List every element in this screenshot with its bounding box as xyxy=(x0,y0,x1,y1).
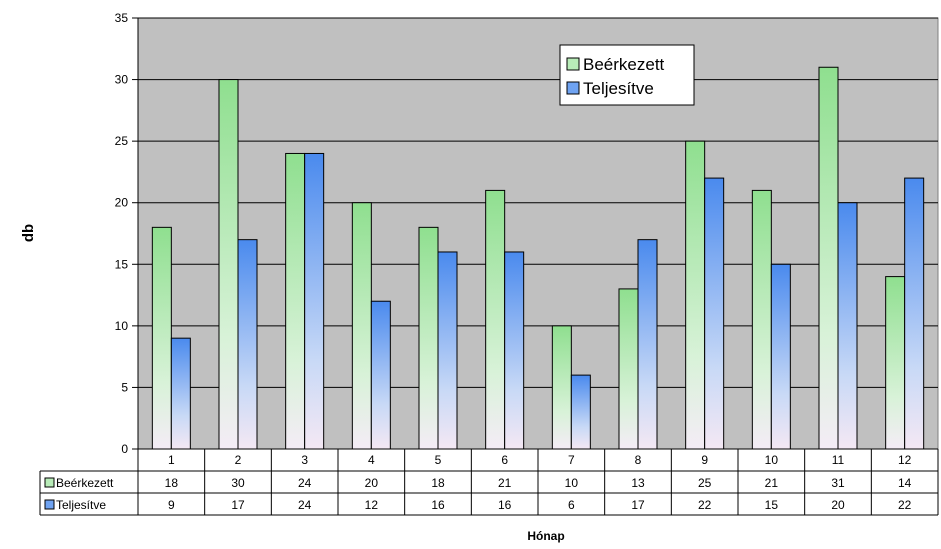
bar-beerkezett xyxy=(751,189,772,450)
y-tick-label: 25 xyxy=(115,134,129,148)
data-label: 22 xyxy=(898,498,912,512)
data-label: 17 xyxy=(231,498,245,512)
x-tick-label: 6 xyxy=(501,453,508,467)
bar-teljesitve xyxy=(304,152,325,450)
x-tick-label: 12 xyxy=(898,453,912,467)
bar-beerkezett xyxy=(151,226,172,450)
table-series-name: Beérkezett xyxy=(56,476,114,490)
x-tick-label: 4 xyxy=(368,453,375,467)
data-label: 12 xyxy=(365,498,379,512)
x-axis-label: Hónap xyxy=(527,529,564,543)
data-label: 20 xyxy=(831,498,845,512)
bar-beerkezett xyxy=(218,79,239,450)
data-label: 10 xyxy=(565,476,579,490)
y-tick-label: 10 xyxy=(115,319,129,333)
legend-key xyxy=(566,57,580,71)
bar-beerkezett xyxy=(885,276,906,450)
legend-label: Beérkezett xyxy=(583,55,665,74)
bar-beerkezett xyxy=(618,288,639,450)
bar-beerkezett xyxy=(685,140,706,450)
legend-key xyxy=(566,81,580,95)
x-tick-label: 2 xyxy=(235,453,242,467)
data-label: 15 xyxy=(765,498,779,512)
table-series-name: Teljesítve xyxy=(56,498,106,512)
bar-beerkezett xyxy=(818,66,839,450)
data-label: 16 xyxy=(431,498,445,512)
x-tick-label: 1 xyxy=(168,453,175,467)
bar-teljesitve xyxy=(170,337,191,450)
table-legend-key xyxy=(44,477,55,488)
y-tick-label: 30 xyxy=(115,73,129,87)
data-label: 21 xyxy=(498,476,512,490)
data-label: 25 xyxy=(698,476,712,490)
data-label: 9 xyxy=(168,498,175,512)
data-label: 17 xyxy=(631,498,645,512)
data-label: 13 xyxy=(631,476,645,490)
data-label: 18 xyxy=(431,476,445,490)
x-tick-label: 8 xyxy=(635,453,642,467)
bar-teljesitve xyxy=(504,251,525,450)
data-label: 6 xyxy=(568,498,575,512)
bar-beerkezett xyxy=(351,202,372,450)
y-tick-label: 15 xyxy=(115,257,129,271)
data-label: 20 xyxy=(365,476,379,490)
data-label: 14 xyxy=(898,476,912,490)
x-tick-label: 9 xyxy=(701,453,708,467)
y-tick-label: 5 xyxy=(121,380,128,394)
x-tick-label: 5 xyxy=(435,453,442,467)
bar-teljesitve xyxy=(437,251,458,450)
bar-teljesitve xyxy=(237,239,258,450)
data-label: 31 xyxy=(831,476,845,490)
bar-teljesitve xyxy=(837,202,858,450)
y-tick-label: 0 xyxy=(121,442,128,456)
legend xyxy=(559,44,695,106)
legend-label: Teljesítve xyxy=(583,79,654,98)
x-tick-label: 7 xyxy=(568,453,575,467)
bar-beerkezett xyxy=(285,152,306,450)
plot-area xyxy=(137,17,939,450)
bar-teljesitve xyxy=(570,374,591,450)
bar-teljesitve xyxy=(637,239,658,450)
x-tick-label: 3 xyxy=(301,453,308,467)
data-label: 24 xyxy=(298,476,312,490)
bar-beerkezett xyxy=(551,325,572,450)
data-label: 22 xyxy=(698,498,712,512)
y-axis-label: db xyxy=(20,224,37,242)
bar-beerkezett xyxy=(418,226,439,450)
y-tick-label: 35 xyxy=(115,11,129,25)
data-label: 18 xyxy=(165,476,179,490)
data-label: 16 xyxy=(498,498,512,512)
bar-teljesitve xyxy=(904,177,925,450)
x-tick-label: 11 xyxy=(832,453,845,467)
table-legend-key xyxy=(44,499,55,510)
x-tick-label: 10 xyxy=(765,453,779,467)
y-tick-label: 20 xyxy=(115,196,129,210)
data-label: 24 xyxy=(298,498,312,512)
bar-teljesitve xyxy=(370,300,391,450)
bar-beerkezett xyxy=(485,189,506,450)
bar-teljesitve xyxy=(704,177,725,450)
data-label: 21 xyxy=(765,476,779,490)
bar-teljesitve xyxy=(770,263,791,450)
data-label: 30 xyxy=(231,476,245,490)
